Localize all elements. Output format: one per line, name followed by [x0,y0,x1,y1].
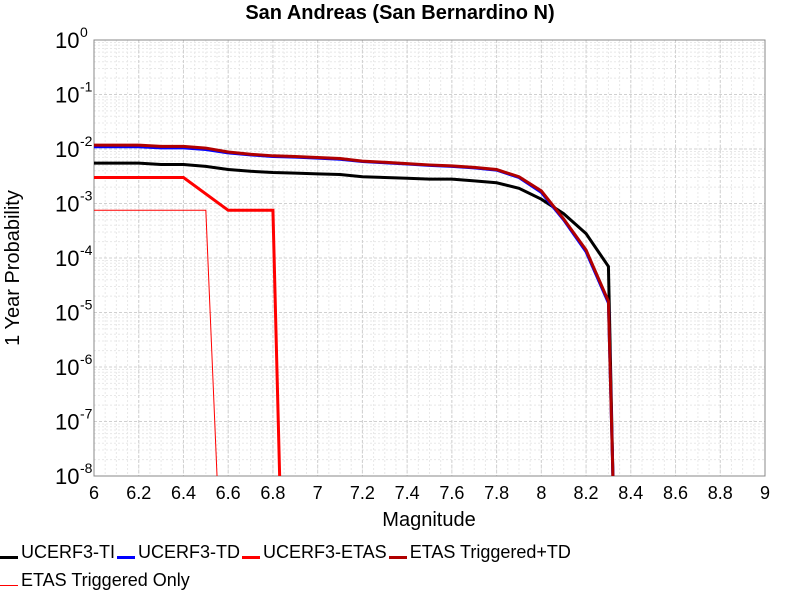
y-tick-exponent: -5 [80,297,93,313]
y-tick-exponent: -2 [80,133,93,149]
legend-row-1: UCERF3-TI UCERF3-TD UCERF3-ETAS ETAS Trigge… [0,538,800,566]
x-tick-label: 6.2 [126,483,151,503]
y-tick-exponent: -3 [80,188,93,204]
legend-item-ucerf3-etas: UCERF3-ETAS [242,542,387,563]
x-tick-label: 9 [760,483,770,503]
series-line-etas-triggered-td [94,143,615,477]
x-tick-label: 8 [536,483,546,503]
x-tick-label: 6.4 [171,483,196,503]
y-tick-label: 10 [55,464,79,489]
y-tick-label: 10 [55,83,79,108]
legend-row-2: ETAS Triggered Only [0,566,800,594]
y-tick-exponent: 0 [80,24,88,40]
y-tick-label: 10 [55,246,79,271]
y-tick-exponent: -6 [80,351,93,367]
x-axis-label: Magnitude [382,509,475,531]
x-tick-label: 8.2 [574,483,599,503]
y-tick-label: 10 [55,355,79,380]
y-axis-label: 1 Year Probability [2,190,24,346]
legend-swatch [117,555,135,559]
series-lines [94,143,615,477]
x-tick-label: 6.8 [260,483,285,503]
legend-label: UCERF3-ETAS [263,541,387,562]
y-tick-exponent: -7 [80,406,93,422]
legend: UCERF3-TI UCERF3-TD UCERF3-ETAS ETAS Trigge… [0,538,800,594]
legend-item-ucerf3-ti: UCERF3-TI [0,542,115,563]
legend-item-etas-triggered-only: ETAS Triggered Only [0,570,190,591]
y-tick-exponent: -4 [80,242,93,258]
x-tick-label: 8.4 [618,483,643,503]
plot-area [93,39,766,477]
legend-label: ETAS Triggered Only [21,569,190,590]
series-line-etas-triggered-only [94,209,218,477]
x-tick-label: 7.6 [439,483,464,503]
x-tick-label: 8.6 [663,483,688,503]
y-tick-label: 10 [55,192,79,217]
legend-swatch [0,584,18,586]
x-tick-labels: 6 6.2 6.4 6.6 6.8 7 7.2 7.4 7.6 7.8 8 8.2 8.4 8.6 8.8 9 [89,483,770,503]
x-tick-label: 6 [89,483,99,503]
x-tick-label: 7 [313,483,323,503]
y-tick-exponent: -1 [80,79,93,95]
legend-item-etas-triggered-td: ETAS Triggered+TD [388,541,571,563]
x-tick-label: 7.2 [350,483,375,503]
x-tick-label: 7.4 [395,483,420,503]
series-line-ucerf3-etas [94,176,282,477]
y-tick-label: 10 [55,301,79,326]
legend-swatch [242,555,260,559]
legend-label: ETAS Triggered+TD [409,541,571,562]
x-tick-label: 7.8 [484,483,509,503]
x-tick-label: 6.6 [216,483,241,503]
legend-label: UCERF3-TD [138,541,240,562]
legend-swatch [388,555,407,559]
y-tick-label: 10 [55,410,79,435]
legend-item-ucerf3-td: UCERF3-TD [117,542,240,563]
y-tick-exponent: -8 [80,460,93,476]
y-tick-label: 10 [55,28,79,53]
legend-label: UCERF3-TI [21,541,115,562]
chart-title: San Andreas (San Bernardino N) [245,2,554,24]
series-line-ucerf3-ti [94,161,615,477]
x-tick-label: 8.8 [708,483,733,503]
legend-swatch [0,555,18,559]
y-tick-label: 10 [55,137,79,162]
